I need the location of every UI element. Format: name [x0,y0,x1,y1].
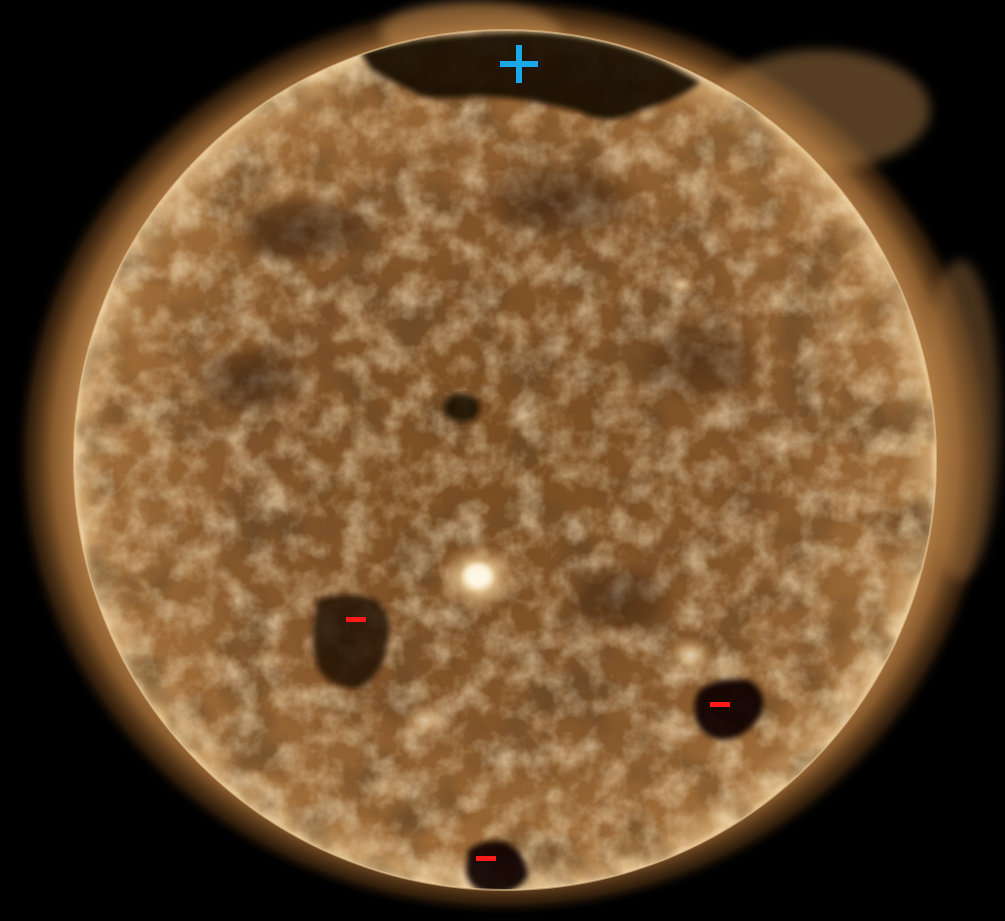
polarity-markers [346,45,730,861]
southwest-coronal-hole [313,594,390,689]
polarity-negative-southeast-marker [710,702,730,707]
south-coronal-hole [466,841,528,890]
southeast-coronal-hole [694,679,764,740]
solar-disk [73,29,937,891]
polarity-positive-north-marker [500,45,538,83]
polarity-negative-south-pole-marker [476,856,496,861]
polarity-negative-southwest-marker [346,617,366,622]
north-coronal-hole [360,32,700,120]
